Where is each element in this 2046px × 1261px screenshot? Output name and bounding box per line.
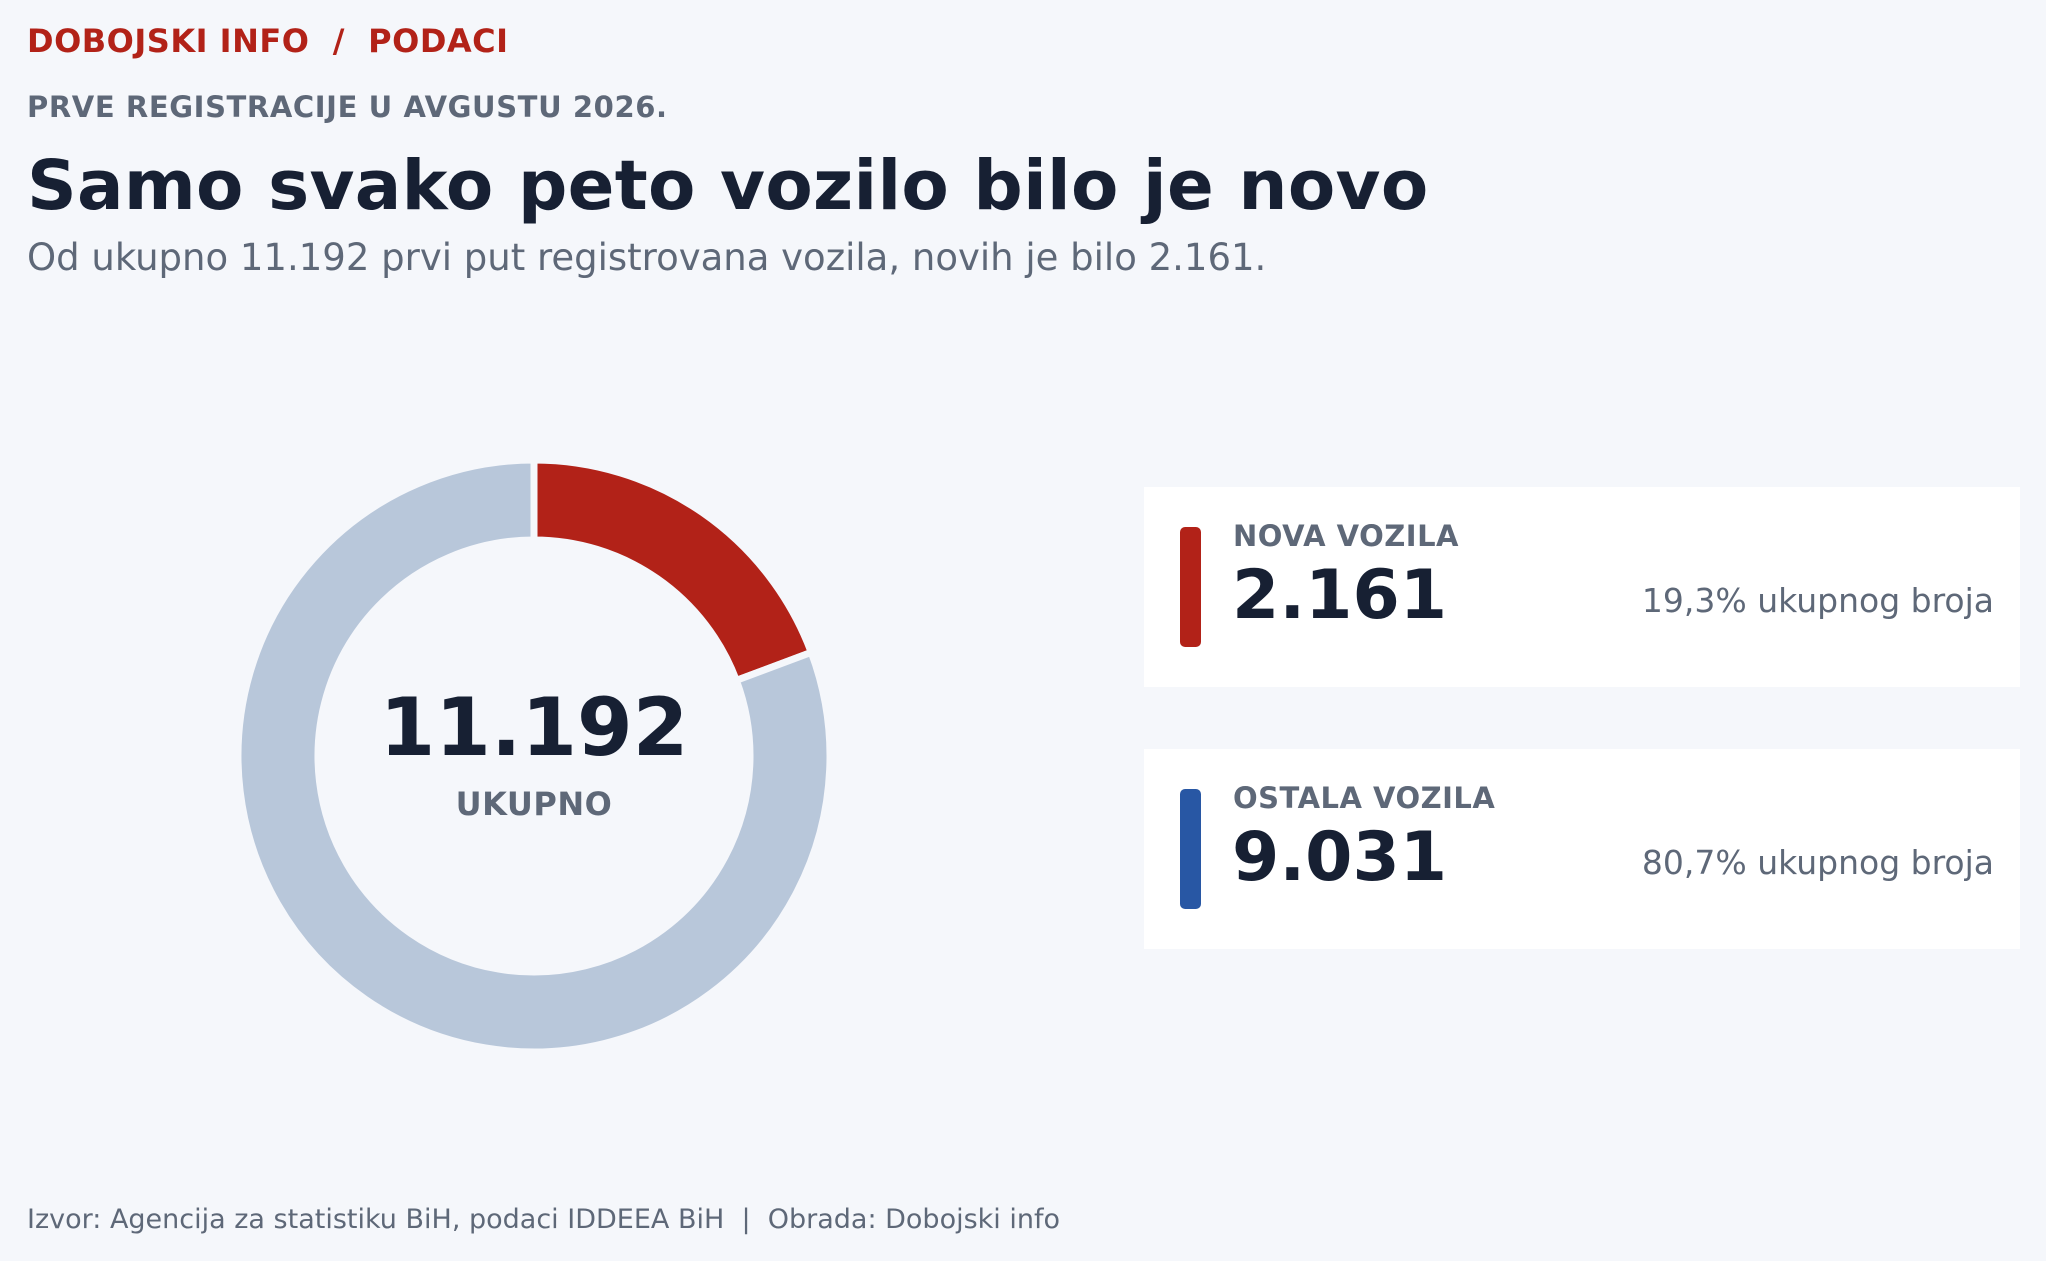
page-title: Samo svako peto vozilo bilo je novo [27,146,1429,226]
donut-slice-other [234,456,834,1056]
source-note: Izvor: Agencija za statistiku BiH, podac… [27,1204,1061,1235]
legend-value-new: 2.161 [1232,556,1448,635]
donut-svg [234,456,834,1056]
donut-slice-new [530,456,816,685]
legend-label-new: NOVA VOZILA [1233,519,1459,553]
brand-line: DOBOJSKI INFO / PODACI [27,22,509,60]
legend-label-other: OSTALA VOZILA [1233,781,1496,815]
legend-share-new: 19,3% ukupnog broja [1641,581,1994,620]
kicker: PRVE REGISTRACIJE U AVGUSTU 2026. [27,90,668,124]
legend-swatch-other [1180,789,1201,909]
donut-chart: 11.192 UKUPNO [234,456,834,1056]
donut-total-value: 11.192 [379,681,689,774]
donut-total-label: UKUPNO [455,785,613,823]
page-subtitle: Od ukupno 11.192 prvi put registrovana v… [27,236,1267,279]
legend-card-new: NOVA VOZILA 2.161 19,3% ukupnog broja [1144,487,2020,687]
legend-card-other: OSTALA VOZILA 9.031 80,7% ukupnog broja [1144,749,2020,949]
legend-share-other: 80,7% ukupnog broja [1641,843,1994,882]
legend-swatch-new [1180,527,1201,647]
legend-value-other: 9.031 [1232,818,1448,897]
